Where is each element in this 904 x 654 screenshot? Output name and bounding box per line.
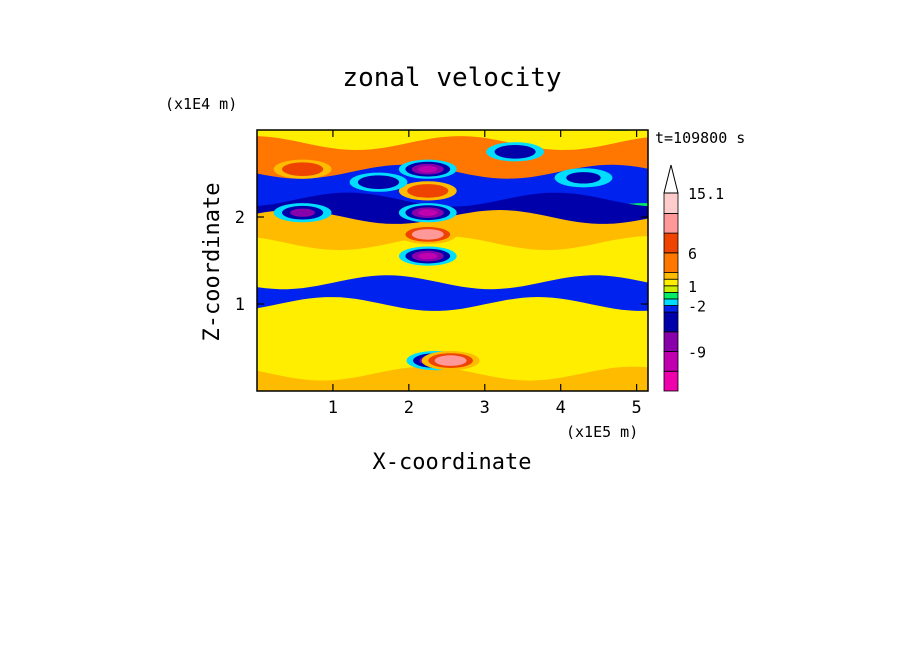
colorbar: 15.1 6 1 -2 -9: [663, 164, 724, 392]
y-axis-ticks: 12: [235, 208, 648, 315]
colorbar-label: 15.1: [688, 185, 724, 203]
colorbar-label: -9: [688, 344, 706, 362]
colorbar-segment: [663, 232, 679, 254]
colorbar-segment: [663, 351, 679, 372]
colorbar-segment: [663, 311, 679, 333]
x-unit-label: (x1E5 m): [566, 423, 638, 441]
field-band: [257, 366, 648, 391]
colorbar-segment: [663, 291, 679, 300]
field-features: [273, 142, 613, 371]
contour-core: [418, 231, 438, 238]
colorbar-segment: [663, 252, 679, 273]
x-tick-label: 5: [631, 398, 641, 418]
y-unit-label: (x1E4 m): [165, 95, 237, 113]
contour-core: [502, 147, 528, 156]
colorbar-segment: [663, 298, 679, 306]
colorbar-segment: [663, 305, 679, 313]
contour-core: [290, 165, 315, 174]
colorbar-segment: [663, 370, 679, 392]
colorbar-label: 1: [688, 278, 697, 296]
contour-core: [415, 186, 441, 195]
x-tick-label: 4: [556, 398, 566, 418]
contour-core: [418, 166, 438, 173]
colorbar-segment: [663, 192, 679, 214]
chart-title: zonal velocity: [342, 63, 561, 93]
contour-core: [418, 209, 438, 216]
colorbar-segment: [663, 212, 679, 234]
y-tick-label: 2: [235, 208, 245, 228]
colorbar-segment: [663, 331, 679, 352]
contour-core: [566, 172, 601, 184]
contour-core: [441, 357, 461, 364]
plot-area: [257, 130, 648, 391]
contour-core: [366, 178, 391, 187]
y-axis-label: Z-coordinate: [200, 183, 225, 342]
x-axis-ticks: 1 2 3 4 5: [328, 130, 642, 418]
x-axis-label: X-coordinate: [373, 450, 532, 475]
colorbar-segment: [663, 278, 679, 287]
x-tick-label: 2: [404, 398, 414, 418]
colorbar-label: -2: [688, 298, 706, 316]
plot-frame: [256, 129, 649, 392]
contour-core: [290, 208, 315, 217]
colorbar-extend-arrow: [663, 164, 679, 194]
time-label: t=109800 s: [655, 129, 745, 147]
x-tick-label: 1: [328, 398, 338, 418]
colorbar-segment: [663, 272, 679, 280]
contour-core: [418, 252, 438, 260]
y-tick-label: 1: [235, 295, 245, 315]
colorbar-segment: [663, 285, 679, 293]
colorbar-label: 6: [688, 245, 697, 263]
x-tick-label: 3: [480, 398, 490, 418]
